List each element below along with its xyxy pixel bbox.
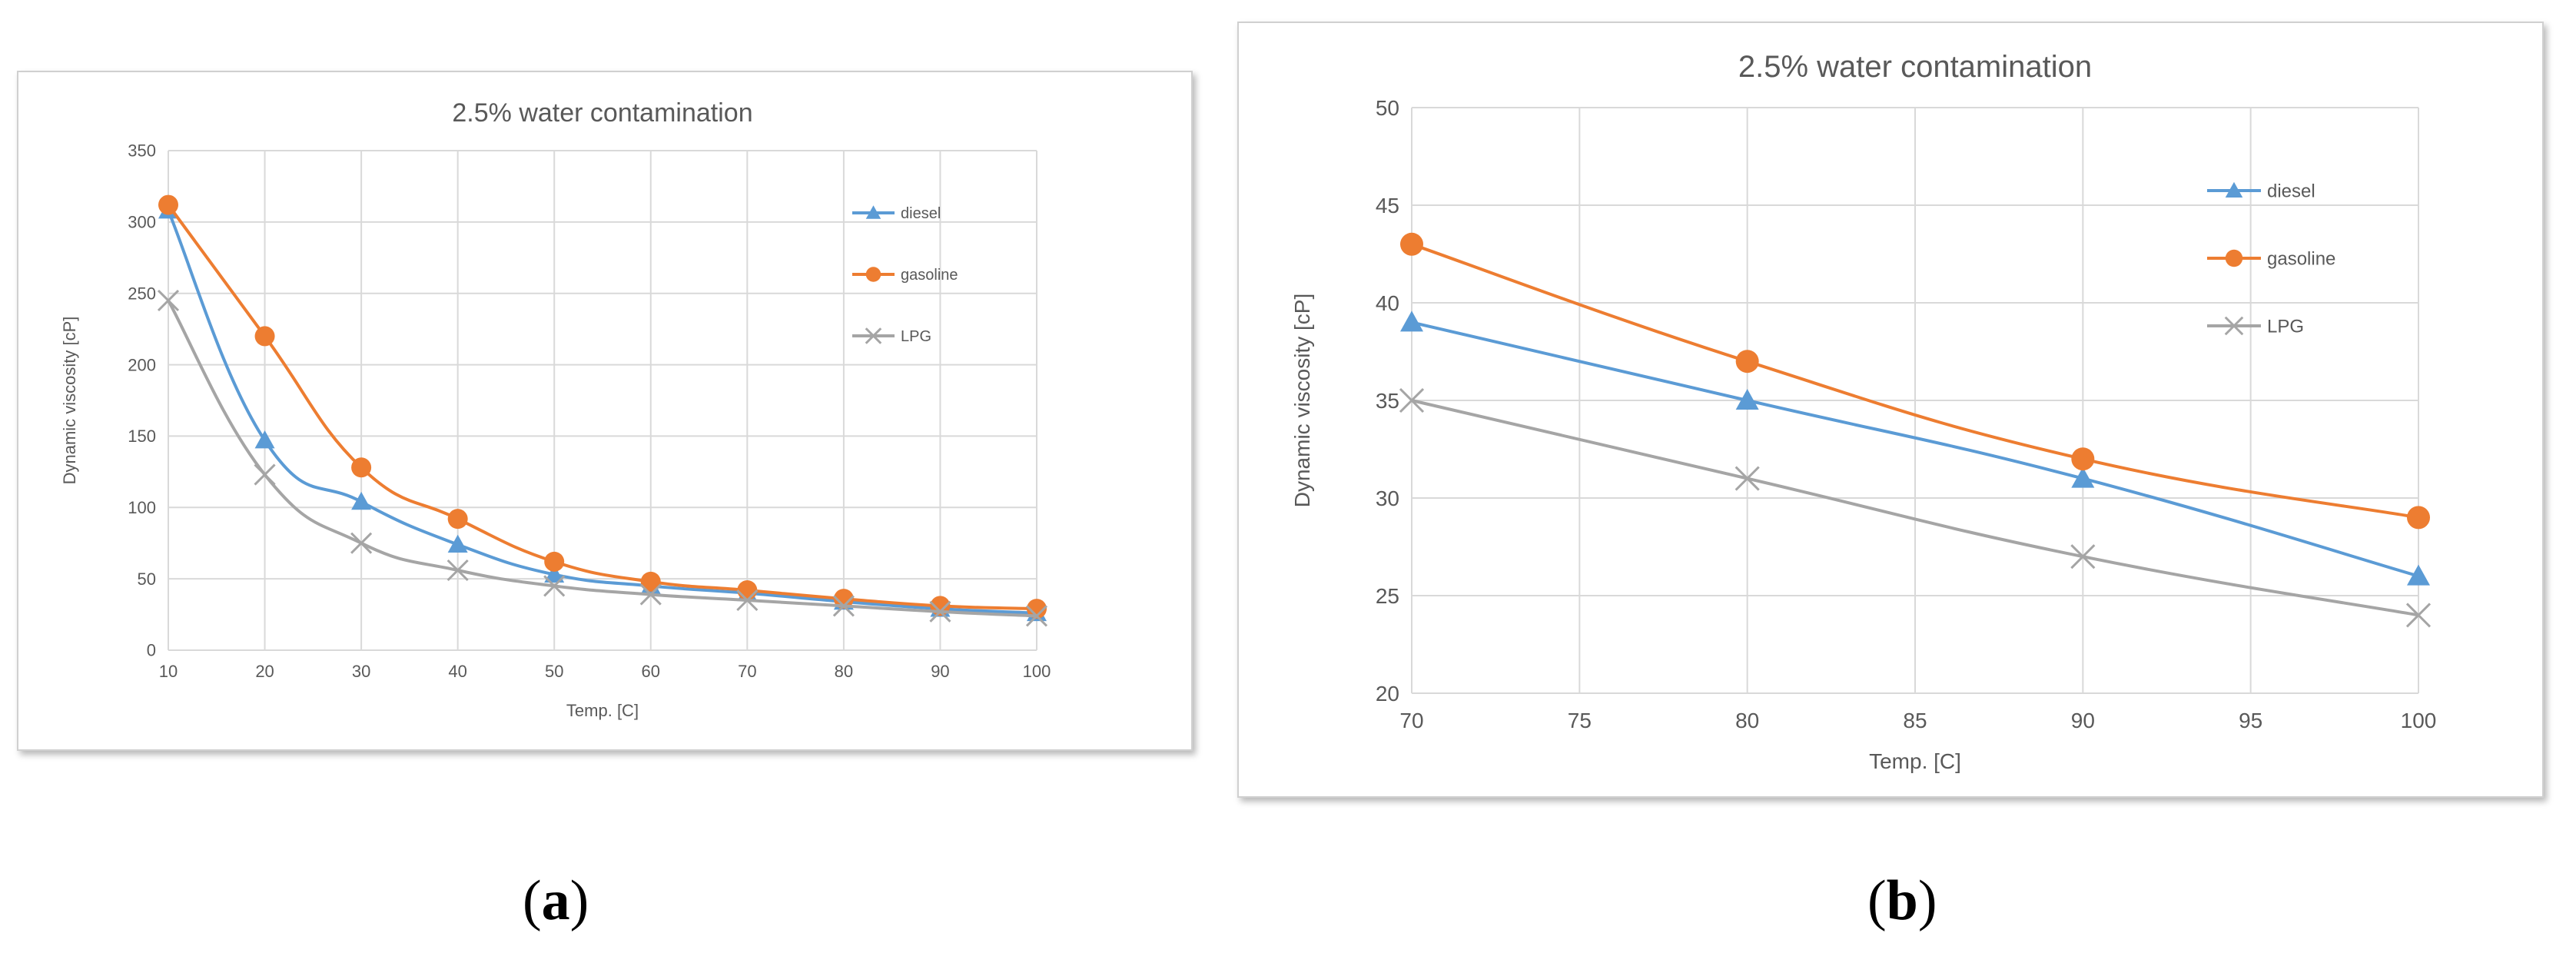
data-point-gasoline (254, 326, 275, 347)
caption-b-text: (b) (1867, 869, 1937, 932)
data-point-lpg (929, 600, 951, 623)
legend-marker-diesel (865, 205, 881, 219)
series-line-lpg (167, 300, 1037, 618)
data-point-gasoline (351, 457, 372, 478)
y-tick-label: 45 (1376, 194, 1399, 217)
caption-b: (b) (1867, 868, 1937, 934)
chart-b-svg: 20 25 30 35 40 45 50 70 75 80 85 90 95 100 diesel gaso… (1290, 50, 2437, 773)
data-point-lpg (2070, 544, 2096, 569)
x-tick-label: 70 (1399, 709, 1423, 732)
y-tick-label: 35 (1376, 389, 1399, 413)
legend-label-diesel: diesel (901, 205, 941, 222)
y-tick-label: 50 (1376, 96, 1399, 120)
data-point-lpg (1025, 605, 1048, 627)
data-point-lpg (157, 289, 180, 312)
data-point-gasoline (2407, 506, 2430, 530)
data-point-gasoline (1400, 232, 1423, 256)
y-tick-label: 20 (1376, 682, 1399, 706)
data-point-lpg (832, 595, 855, 617)
chart-title: 2.5% water contamination (1738, 50, 2092, 84)
data-point-diesel (1735, 389, 1759, 410)
data-point-gasoline (833, 589, 854, 609)
data-point-gasoline (1027, 599, 1047, 619)
series-line-lpg (1411, 399, 2419, 617)
y-tick-label: 100 (128, 498, 156, 517)
legend-label-diesel: diesel (2267, 181, 2315, 201)
x-tick-label: 40 (448, 662, 466, 681)
y-tick-label: 350 (128, 141, 156, 161)
data-point-diesel (2407, 564, 2430, 586)
x-tick-label: 90 (931, 662, 949, 681)
series-line-gasoline (167, 204, 1037, 611)
y-axis-label: Dynamic viscosity [cP] (60, 317, 79, 485)
data-point-diesel (254, 430, 275, 449)
x-tick-label: 90 (2071, 709, 2095, 732)
x-tick-label: 100 (2401, 709, 2437, 732)
legend-marker-lpg (2224, 316, 2244, 336)
data-point-gasoline (737, 580, 758, 600)
data-point-lpg (1734, 466, 1760, 491)
data-point-diesel (2071, 467, 2095, 488)
x-tick-label: 10 (159, 662, 178, 681)
chart-panel-a: 0 50 100 150 200 250 300 350 10 20 30 40 50 60 70 80 90 1… (17, 71, 1193, 751)
y-tick-label: 25 (1376, 584, 1399, 608)
series-line-gasoline (1411, 242, 2419, 520)
x-tick-label: 80 (835, 662, 853, 681)
data-point-diesel (351, 491, 372, 510)
x-tick-label: 100 (1023, 662, 1051, 681)
data-point-lpg (543, 575, 566, 597)
data-point-diesel (447, 534, 468, 553)
chart-a-svg: 0 50 100 150 200 250 300 350 10 20 30 40 50 60 70 80 90 1… (60, 98, 1051, 720)
legend-label-lpg: LPG (901, 328, 931, 345)
data-point-gasoline (158, 194, 178, 215)
x-axis-label: Temp. [C] (1869, 749, 1961, 773)
data-point-lpg (2405, 603, 2432, 628)
data-point-gasoline (544, 551, 565, 572)
data-point-gasoline (1735, 350, 1759, 374)
y-tick-label: 250 (128, 284, 156, 303)
data-point-diesel (544, 564, 565, 583)
data-point-lpg (446, 559, 469, 582)
x-tick-label: 85 (1903, 709, 1927, 732)
y-tick-label: 300 (128, 213, 156, 232)
x-axis-label: Temp. [C] (566, 701, 639, 720)
legend-label-gasoline: gasoline (2267, 248, 2335, 269)
data-point-gasoline (2071, 447, 2095, 471)
chart-title: 2.5% water contamination (452, 98, 752, 128)
data-point-lpg (1399, 387, 1425, 413)
data-point-diesel (1400, 310, 1423, 332)
y-tick-label: 30 (1376, 486, 1399, 510)
series-line-diesel (1411, 320, 2419, 578)
x-tick-label: 75 (1568, 709, 1592, 732)
x-tick-label: 60 (642, 662, 660, 681)
data-point-lpg (639, 583, 662, 606)
y-tick-label: 200 (128, 355, 156, 374)
y-tick-label: 40 (1376, 291, 1399, 315)
legend-label-lpg: LPG (2267, 316, 2304, 337)
caption-a-text: (a) (523, 869, 589, 932)
y-tick-label: 0 (147, 641, 156, 660)
chart-panel-b: 20 25 30 35 40 45 50 70 75 80 85 90 95 100 diesel gaso… (1237, 22, 2544, 798)
y-tick-label: 150 (128, 427, 156, 446)
legend-marker-gasoline (865, 267, 881, 282)
x-tick-label: 30 (352, 662, 370, 681)
data-point-lpg (736, 589, 759, 612)
caption-a: (a) (523, 868, 589, 934)
data-point-lpg (350, 532, 373, 554)
y-tick-label: 50 (138, 569, 156, 589)
legend-marker-gasoline (2225, 249, 2243, 267)
x-tick-label: 50 (545, 662, 563, 681)
data-point-gasoline (640, 571, 661, 592)
x-tick-label: 70 (738, 662, 756, 681)
data-point-gasoline (447, 509, 468, 530)
legend-marker-diesel (2225, 181, 2243, 198)
x-tick-label: 80 (1735, 709, 1759, 732)
legend-marker-lpg (865, 327, 882, 344)
legend-label-gasoline: gasoline (901, 267, 958, 284)
x-tick-label: 20 (255, 662, 274, 681)
data-point-lpg (254, 463, 276, 486)
y-axis-label: Dynamic viscosity [cP] (1290, 294, 1314, 508)
x-tick-label: 95 (2239, 709, 2262, 732)
